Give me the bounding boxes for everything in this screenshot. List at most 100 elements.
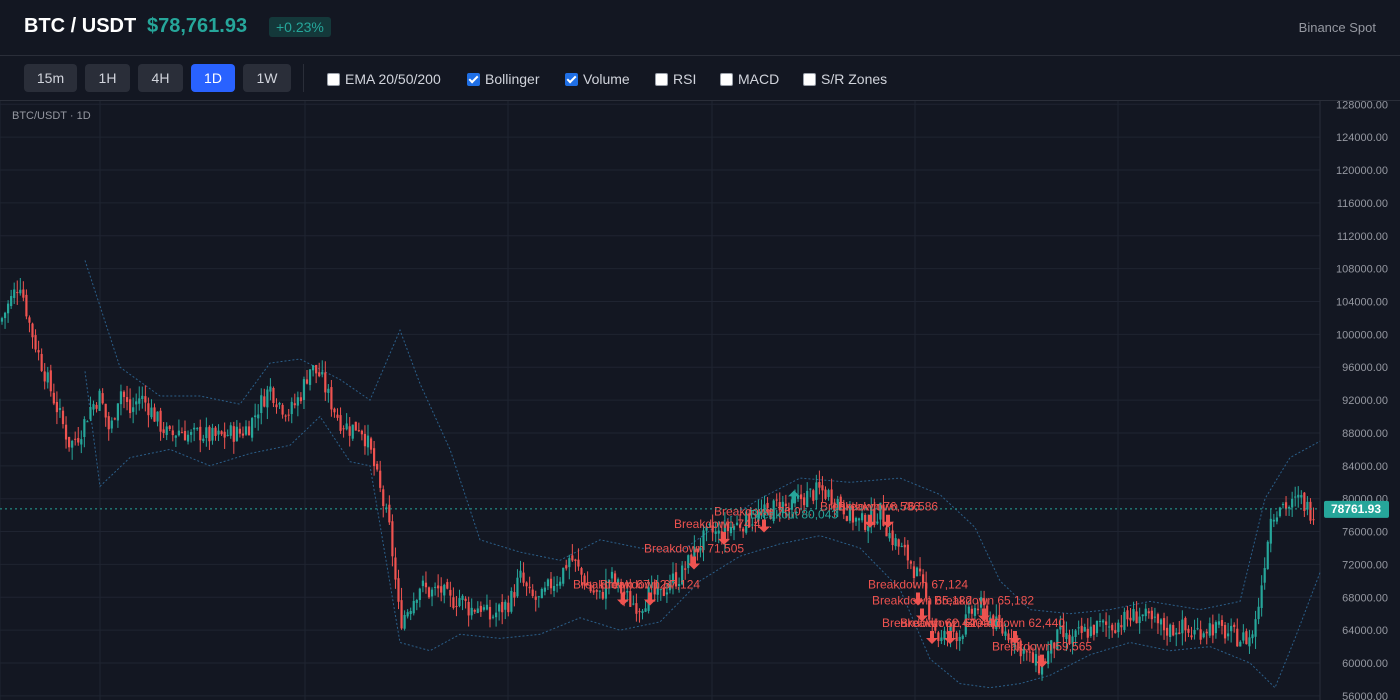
candle-body — [186, 434, 190, 442]
candle-body — [260, 395, 263, 414]
exchange-label: Binance Spot — [1298, 20, 1376, 35]
candle-body — [568, 558, 571, 568]
candle-body — [293, 403, 296, 406]
candle-body — [226, 434, 229, 436]
candle-body — [89, 407, 92, 420]
ema-toggle[interactable]: EMA 20/50/200 — [327, 71, 441, 87]
candle-body — [68, 436, 71, 448]
sr-zones-checkbox[interactable] — [803, 72, 816, 86]
breakdown-label: Breakdown 62,440 — [965, 616, 1065, 630]
candle-body — [1196, 628, 1199, 630]
breakdown-label: Breakdown 71,505 — [644, 541, 744, 555]
candle-body — [1278, 507, 1282, 517]
candle-body — [1071, 636, 1074, 644]
candle-body — [1105, 621, 1108, 625]
candle-body — [940, 637, 943, 642]
sr-zones-toggle[interactable]: S/R Zones — [803, 71, 887, 87]
price-axis-label: 60000.00 — [1342, 658, 1388, 670]
candle-body — [531, 589, 534, 596]
candle-body — [116, 403, 119, 421]
candle-body — [745, 511, 748, 533]
candle-body — [397, 578, 400, 602]
candle-body — [1062, 625, 1065, 638]
breakdown-arrow-icon — [758, 519, 770, 533]
candle-body — [970, 608, 973, 614]
candle-body — [473, 610, 476, 612]
candle-body — [1098, 621, 1102, 623]
candle-body — [476, 608, 479, 614]
candle-body — [1184, 617, 1187, 631]
candle-body — [824, 489, 827, 499]
candle-body — [64, 424, 68, 440]
rsi-checkbox[interactable] — [655, 72, 668, 86]
candle-body — [193, 427, 196, 430]
breakdown-arrow-icon — [617, 592, 629, 606]
candle-body — [223, 431, 226, 438]
candle-body — [1281, 503, 1285, 505]
candle-body — [714, 531, 717, 534]
chart-toolbar: 15m 1H 4H 1D 1W EMA 20/50/200 Bollinger … — [0, 56, 1400, 101]
timeframe-1d-button[interactable]: 1D — [191, 64, 235, 92]
candle-body — [1230, 625, 1233, 632]
candle-body — [998, 614, 1001, 626]
candle-body — [272, 388, 275, 404]
volume-toggle[interactable]: Volume — [565, 71, 630, 87]
candle-body — [833, 502, 836, 508]
candle-body — [598, 590, 601, 592]
price-axis-label: 72000.00 — [1342, 559, 1388, 571]
candle-body — [290, 401, 293, 415]
candle-body — [263, 396, 266, 407]
candle-body — [1147, 611, 1150, 614]
candle-body — [434, 586, 437, 588]
candle-body — [552, 585, 556, 591]
candle-body — [138, 398, 141, 404]
bollinger-checkbox[interactable] — [467, 72, 480, 86]
candle-body — [1187, 628, 1190, 633]
bollinger-toggle[interactable]: Bollinger — [467, 71, 539, 87]
candle-body — [37, 350, 40, 353]
candle-body — [52, 392, 55, 404]
candle-body — [528, 586, 531, 589]
candle-body — [1086, 628, 1089, 638]
candle-body — [601, 591, 604, 599]
breakdown-label: Breakdown 65,182 — [934, 593, 1034, 607]
price-axis-label: 108000.00 — [1336, 264, 1388, 276]
price-axis-label: 104000.00 — [1336, 296, 1388, 308]
candle-body — [415, 600, 418, 603]
timeframe-1w-button[interactable]: 1W — [243, 64, 291, 92]
rsi-toggle[interactable]: RSI — [655, 71, 696, 87]
candle-body — [1022, 649, 1025, 654]
candle-body — [400, 600, 403, 629]
sr-zones-label: S/R Zones — [821, 71, 888, 87]
candle-body — [110, 420, 113, 429]
candle-body — [479, 605, 482, 612]
candle-body — [208, 426, 211, 442]
candle-body — [318, 372, 321, 377]
price-axis-label: 128000.00 — [1336, 101, 1388, 111]
candle-body — [196, 428, 199, 430]
candle-body — [40, 353, 43, 371]
price-axis-label: 84000.00 — [1342, 461, 1388, 473]
breakdown-arrow-icon — [882, 514, 894, 528]
candle-body — [159, 410, 162, 432]
breakdown-label: Breakdown 76,0… — [714, 505, 813, 519]
candle-body — [1227, 633, 1230, 637]
candle-body — [61, 410, 65, 425]
breakdown-label: Breakdown 62,440 — [882, 616, 982, 630]
chart-pane[interactable]: Breakdown 76,0… Breakdown 74,4… Breakdown … — [0, 101, 1400, 700]
candle-body — [1047, 651, 1050, 665]
price-chart[interactable]: Breakdown 76,0…Breakdown 74,4… Breakdown … — [0, 101, 1400, 700]
candle-body — [879, 502, 882, 520]
ema-checkbox[interactable] — [327, 72, 340, 86]
candle-body — [232, 426, 235, 442]
timeframe-4h-button[interactable]: 4H — [138, 64, 183, 92]
breakdown-arrow-icon — [912, 592, 924, 606]
timeframe-1h-button[interactable]: 1H — [85, 64, 130, 92]
candle-body — [409, 611, 412, 615]
macd-checkbox[interactable] — [720, 72, 733, 86]
candle-body — [501, 602, 504, 613]
volume-checkbox[interactable] — [565, 72, 578, 86]
macd-toggle[interactable]: MACD — [720, 71, 779, 87]
candle-body — [836, 499, 839, 510]
timeframe-15m-button[interactable]: 15m — [24, 64, 77, 92]
